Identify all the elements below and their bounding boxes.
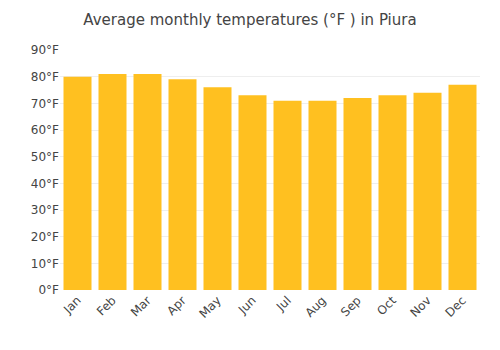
svg-text:80°F: 80°F bbox=[31, 70, 59, 84]
svg-text:90°F: 90°F bbox=[31, 43, 59, 57]
svg-text:Aug: Aug bbox=[302, 293, 328, 319]
svg-text:Dec: Dec bbox=[443, 293, 469, 319]
svg-text:Apr: Apr bbox=[164, 293, 189, 318]
svg-text:0°F: 0°F bbox=[38, 283, 59, 297]
svg-text:Sep: Sep bbox=[338, 293, 364, 319]
svg-text:Feb: Feb bbox=[94, 293, 119, 318]
svg-text:Nov: Nov bbox=[407, 293, 433, 319]
svg-text:40°F: 40°F bbox=[31, 177, 59, 191]
svg-text:Jan: Jan bbox=[60, 293, 84, 317]
svg-text:Average monthly temperatures (: Average monthly temperatures (°F ) in Pi… bbox=[83, 11, 416, 29]
svg-text:70°F: 70°F bbox=[31, 97, 59, 111]
svg-text:May: May bbox=[196, 293, 223, 320]
svg-text:60°F: 60°F bbox=[31, 123, 59, 137]
svg-text:Mar: Mar bbox=[128, 293, 154, 319]
svg-text:50°F: 50°F bbox=[31, 150, 59, 164]
svg-text:Oct: Oct bbox=[374, 293, 399, 318]
svg-text:30°F: 30°F bbox=[31, 203, 59, 217]
svg-text:Jul: Jul bbox=[273, 293, 294, 314]
svg-text:Jun: Jun bbox=[235, 293, 259, 317]
svg-text:10°F: 10°F bbox=[31, 257, 59, 271]
svg-text:20°F: 20°F bbox=[31, 230, 59, 244]
